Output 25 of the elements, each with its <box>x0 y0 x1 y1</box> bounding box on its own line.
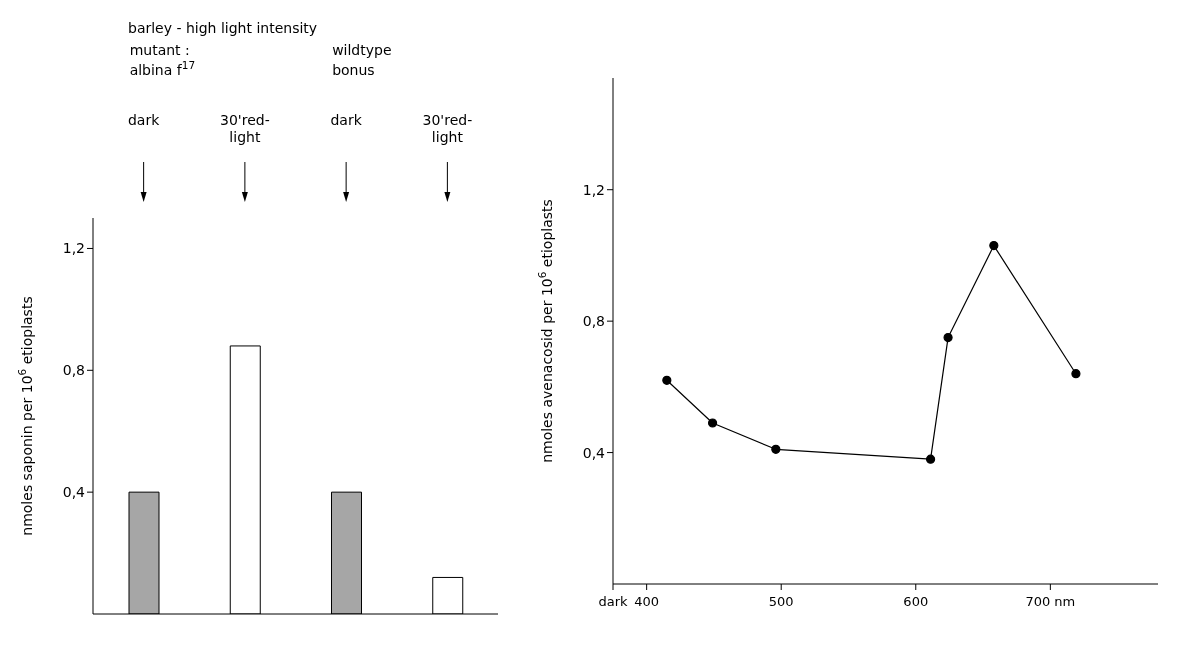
x-tick-label: 600 <box>903 594 929 609</box>
x-tick-label: 500 <box>768 594 794 609</box>
y-tick-label: 1,2 <box>62 240 85 257</box>
point <box>989 240 999 251</box>
text: mutant : albina f$^{17}$ <box>129 42 196 78</box>
point <box>662 375 672 385</box>
x-tick-label: 400 <box>634 594 660 609</box>
x-tick-label: dark <box>598 594 629 609</box>
point <box>771 444 781 454</box>
chart-title: barley - high light intensity <box>128 20 318 36</box>
point <box>1071 369 1081 379</box>
y-tick-label: 0,4 <box>62 484 86 501</box>
x-tick-label: 30'red-light <box>220 112 270 145</box>
y-tick-label: 0,4 <box>582 444 606 461</box>
y-tick-label: 0,8 <box>62 362 85 379</box>
text: wildtype bonus <box>332 42 392 78</box>
x-tick-label: 700 nm <box>1025 594 1076 609</box>
x-tick-label: dark <box>330 112 363 128</box>
point <box>707 418 718 428</box>
point <box>925 454 936 464</box>
x-tick-label: dark <box>127 112 161 128</box>
y-tick-label: 1,2 <box>582 181 605 198</box>
x-tick-label: 30'red-light <box>422 112 473 145</box>
point <box>943 332 953 343</box>
y-tick-label: 0,8 <box>582 313 605 330</box>
